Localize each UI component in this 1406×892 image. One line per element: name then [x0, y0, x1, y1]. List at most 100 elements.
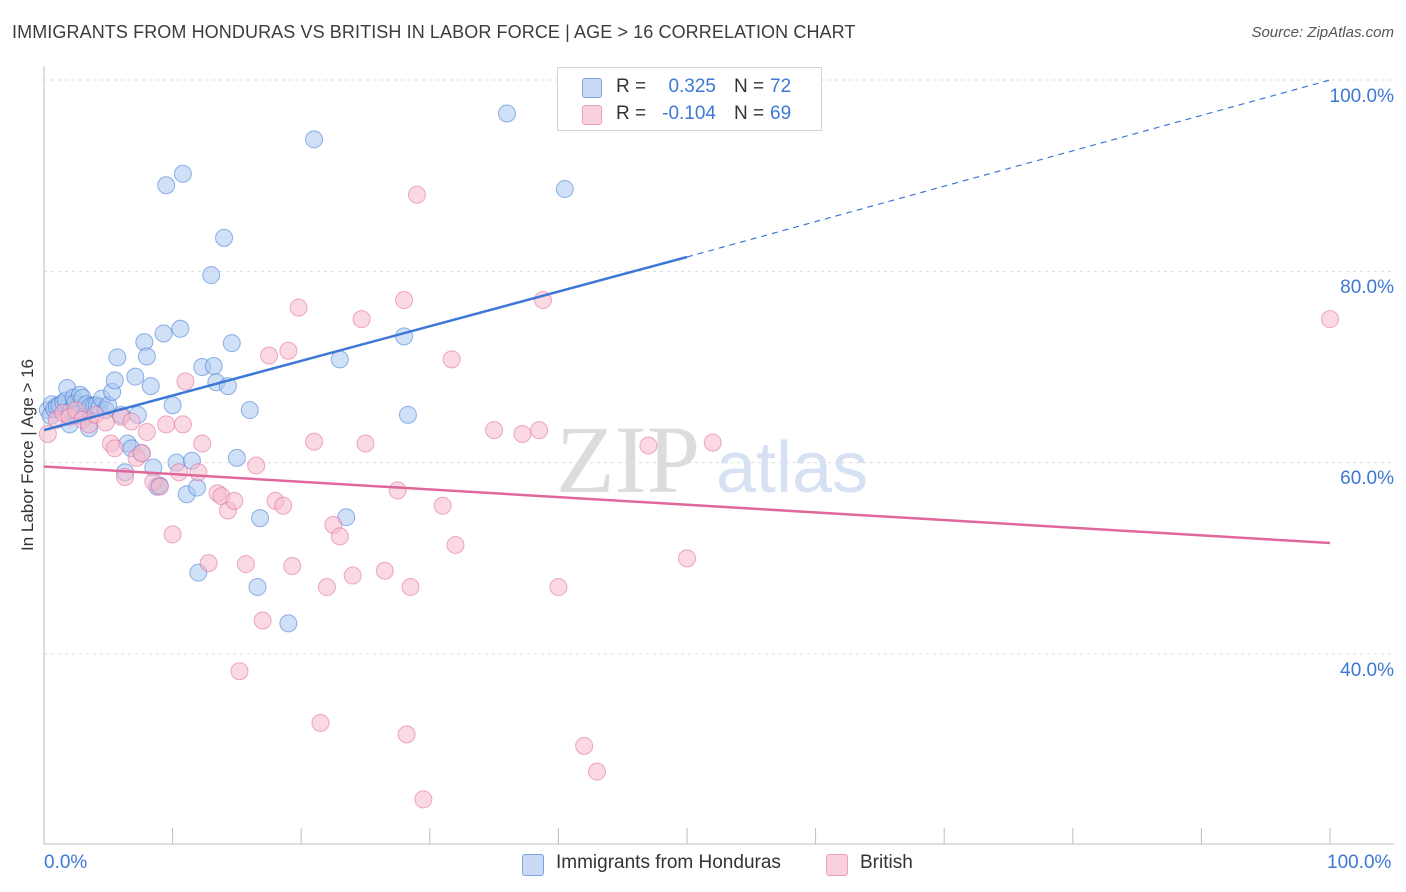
honduras-point-62 — [248, 578, 267, 597]
honduras-point-60 — [240, 401, 259, 420]
series-swatch-british — [826, 854, 848, 876]
honduras-point-58 — [222, 334, 241, 353]
honduras-point-44 — [163, 396, 182, 415]
british-point-37 — [274, 496, 293, 515]
british-trend-line — [43, 465, 1331, 545]
honduras-point-33 — [126, 367, 145, 386]
british-point-18 — [150, 477, 169, 496]
honduras-point-69 — [497, 104, 516, 123]
british-point-10 — [105, 439, 124, 458]
british-point-35 — [260, 346, 279, 365]
x-tick-label-1: 100.0% — [1327, 852, 1392, 873]
honduras-point-61 — [251, 509, 270, 528]
british-point-67 — [678, 549, 696, 568]
honduras-point-68 — [398, 405, 417, 424]
british-point-13 — [122, 412, 141, 431]
british-point-15 — [132, 444, 151, 463]
honduras-point-54 — [204, 357, 223, 376]
legend-n-value: 69 — [770, 103, 792, 124]
series-label-honduras: Immigrants from Honduras — [556, 852, 781, 873]
british-point-68 — [703, 433, 722, 452]
legend-n-value: 72 — [770, 76, 792, 97]
british-point-53 — [401, 578, 420, 597]
british-point-55 — [414, 790, 433, 809]
y-tick-label-80: 80.0% — [1340, 277, 1394, 298]
british-point-32 — [236, 555, 255, 574]
british-point-33 — [247, 456, 266, 475]
honduras-point-53 — [202, 266, 221, 285]
legend-row-honduras: R = 0.325 N = 72 — [558, 75, 821, 101]
british-point-66 — [639, 436, 658, 455]
legend-n-label: N = — [734, 103, 765, 124]
british-point-8 — [96, 413, 115, 432]
british-point-39 — [283, 556, 302, 575]
british-point-61 — [530, 421, 549, 440]
y-tick-label-100: 100.0% — [1329, 86, 1394, 107]
honduras-trend-extension — [686, 79, 1331, 258]
british-point-51 — [395, 291, 414, 310]
honduras-point-65 — [330, 350, 349, 369]
honduras-point-63 — [279, 614, 298, 633]
british-point-24 — [189, 463, 208, 482]
honduras-point-42 — [154, 324, 173, 343]
british-point-31 — [230, 662, 249, 681]
british-point-60 — [513, 424, 532, 443]
british-point-42 — [311, 713, 330, 732]
british-point-38 — [279, 341, 298, 360]
british-point-69 — [1321, 310, 1339, 329]
trend-lines — [43, 79, 1331, 545]
honduras-point-27 — [105, 371, 124, 390]
honduras-point-64 — [305, 130, 324, 149]
legend-r-label: R = — [616, 103, 647, 124]
honduras-point-28 — [108, 348, 127, 367]
british-point-45 — [330, 527, 349, 546]
british-point-47 — [352, 310, 371, 329]
legend-n-label: N = — [734, 76, 765, 97]
british-point-30 — [225, 491, 244, 510]
british-point-48 — [356, 434, 375, 453]
british-point-25 — [193, 434, 212, 453]
series-swatch-honduras — [522, 854, 544, 876]
british-point-65 — [587, 762, 606, 781]
legend-row-british: R = -0.104 N = 69 — [558, 102, 821, 128]
legend-r-value: 0.325 — [668, 76, 716, 97]
british-point-63 — [549, 578, 568, 597]
british-point-20 — [163, 525, 182, 544]
honduras-point-37 — [137, 347, 156, 366]
chart-title: IMMIGRANTS FROM HONDURAS VS BRITISH IN L… — [12, 22, 856, 42]
watermark: ZIP atlas — [556, 406, 868, 513]
watermark-zip: ZIP — [556, 406, 700, 513]
british-point-46 — [343, 566, 362, 585]
british-point-26 — [199, 554, 218, 573]
british-point-0 — [38, 424, 57, 443]
british-point-21 — [170, 463, 189, 482]
honduras-point-56 — [215, 228, 234, 247]
y-tick-label-60: 60.0% — [1340, 468, 1394, 489]
correlation-legend: R = 0.325 N = 72 R = -0.104 N = 69 — [557, 67, 822, 131]
british-point-52 — [397, 725, 416, 744]
british-point-43 — [317, 578, 336, 597]
series-label-british: British — [860, 852, 913, 873]
honduras-point-59 — [227, 448, 246, 467]
legend-r-value: -0.104 — [662, 103, 716, 124]
legend-r-label: R = — [616, 76, 647, 97]
british-point-56 — [433, 496, 452, 515]
british-point-34 — [253, 611, 272, 630]
y-axis-label: In Labor Force | Age > 16 — [18, 358, 37, 552]
british-point-41 — [305, 432, 324, 451]
watermark-atlas: atlas — [716, 428, 868, 508]
british-point-16 — [137, 423, 156, 442]
y-tick-label-40: 40.0% — [1340, 660, 1394, 681]
honduras-point-70 — [555, 180, 574, 199]
data-points — [38, 72, 1339, 809]
honduras-point-50 — [188, 478, 207, 497]
british-point-23 — [176, 372, 195, 391]
british-point-50 — [388, 481, 407, 500]
honduras-trend-line — [43, 255, 688, 432]
british-point-58 — [446, 535, 465, 554]
legend-swatch-british — [582, 105, 602, 125]
british-point-57 — [442, 350, 461, 369]
british-point-40 — [289, 298, 308, 317]
british-point-59 — [485, 421, 504, 440]
